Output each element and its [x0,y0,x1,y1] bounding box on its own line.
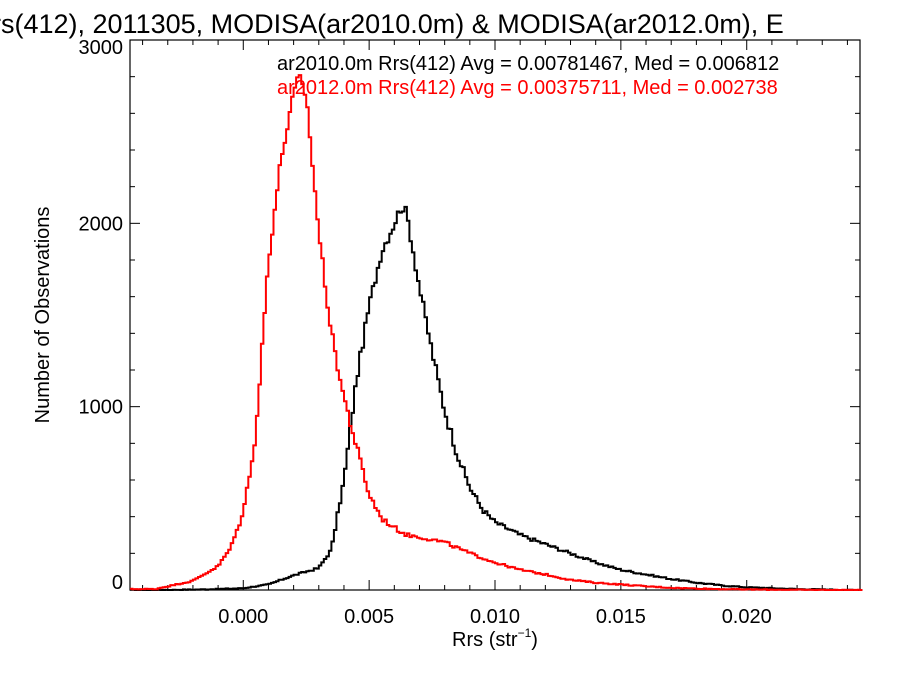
x-tick-label: 0.015 [596,606,646,628]
series-layer [130,74,863,591]
chart-title: rs(412), 2011305, MODISA(ar2010.0m) & MO… [0,9,784,39]
y-axis-label: Number of Observations [32,207,54,424]
series-line-2 [130,74,863,591]
y-tick-label: 0 [112,572,123,594]
legend-entry-2: ar2012.0m Rrs(412) Avg = 0.00375711, Med… [277,77,778,99]
axis-ticks [130,39,860,591]
legend: ar2010.0m Rrs(412) Avg = 0.00781467, Med… [277,53,779,99]
plot-frame [129,39,861,591]
axis-tick-labels: 0.000 0.005 0.010 0.015 0.020 0 1000 2000 3000 [79,37,772,628]
x-axis-label: Rrs (str−1) [452,626,538,651]
y-tick-label: 1000 [79,397,124,419]
x-tick-label: 0.000 [218,606,268,628]
x-tick-label: 0.010 [470,606,520,628]
series-line-1 [130,205,863,591]
x-tick-label: 0.005 [344,606,394,628]
x-tick-label: 0.020 [722,606,772,628]
legend-entry-1: ar2010.0m Rrs(412) Avg = 0.00781467, Med… [277,53,779,75]
y-tick-label: 3000 [79,37,124,59]
y-tick-label: 2000 [79,213,124,235]
